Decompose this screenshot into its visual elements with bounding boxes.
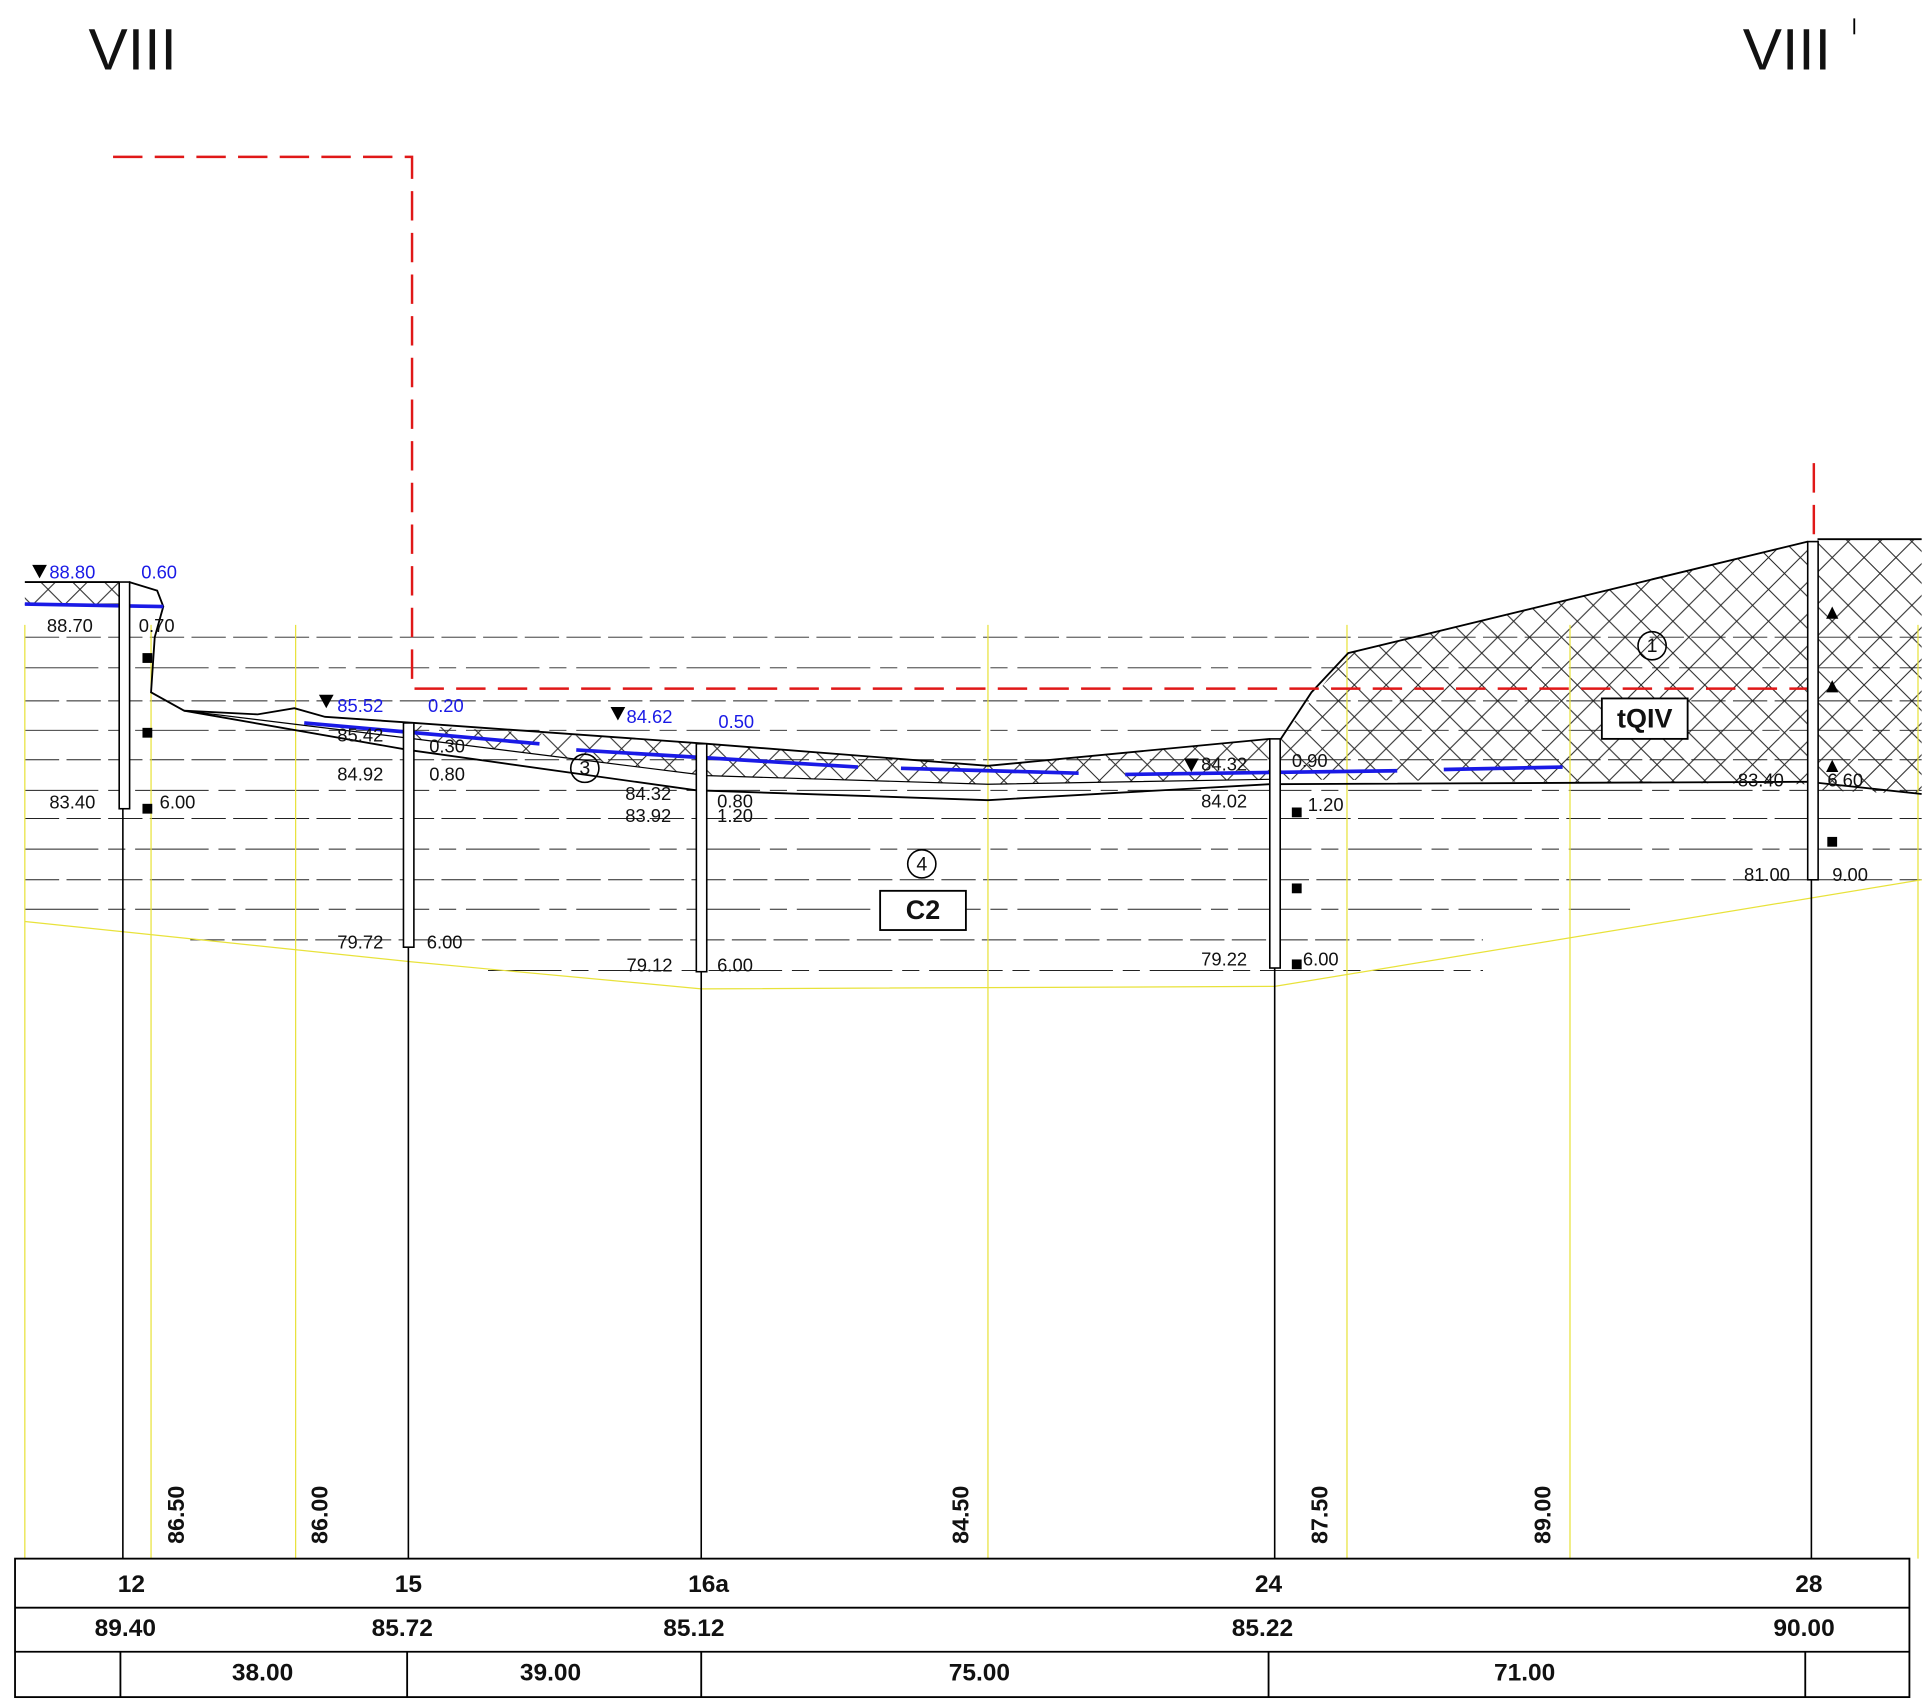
table-cell: 85.12 — [663, 1615, 724, 1642]
label: 6.00 — [1303, 949, 1339, 970]
label: 4 — [916, 853, 927, 875]
label: 84.32 — [1201, 754, 1247, 775]
sample-marker — [1291, 883, 1302, 894]
label: 84.92 — [337, 764, 383, 785]
sample-marker — [142, 803, 153, 814]
table-cell: 16a — [688, 1571, 729, 1598]
label: 3 — [579, 758, 590, 780]
borehole — [402, 722, 415, 948]
label: 83.40 — [49, 792, 95, 813]
label: 0.80 — [429, 764, 465, 785]
label: tQIV — [1617, 704, 1672, 734]
label: 85.42 — [337, 724, 383, 745]
water-table — [576, 748, 859, 769]
sample-marker — [1826, 759, 1839, 772]
label: 79.22 — [1201, 949, 1247, 970]
label: 83.40 — [1738, 770, 1784, 791]
label: 6.00 — [160, 792, 196, 813]
sample-marker — [1291, 807, 1302, 818]
water-marker — [32, 564, 47, 579]
borehole — [695, 742, 708, 973]
layer-box — [879, 889, 967, 931]
label: 79.12 — [626, 955, 672, 976]
table-cell: 90.00 — [1773, 1615, 1834, 1642]
ground-line — [1280, 540, 1808, 740]
label: 9.00 — [1832, 864, 1868, 885]
label: 84.62 — [626, 706, 672, 727]
ground-elevation: 89.00 — [1529, 1486, 1555, 1544]
ground-elevation: 84.50 — [947, 1486, 973, 1544]
base-line — [24, 879, 1922, 990]
label: 1.20 — [1308, 794, 1344, 815]
label: 85.52 — [337, 695, 383, 716]
borehole — [1268, 738, 1281, 969]
fill-layer — [24, 582, 120, 605]
layer-box — [1600, 697, 1689, 740]
fill-layer — [1280, 541, 1808, 785]
label: 0.30 — [429, 735, 465, 756]
label: 1 — [1647, 635, 1658, 657]
label: 6.00 — [717, 955, 753, 976]
label: 0.60 — [141, 561, 177, 582]
water-table — [304, 721, 540, 746]
table-cell: 15 — [395, 1571, 422, 1598]
ground-elevation: 86.50 — [163, 1486, 189, 1544]
table-cell: 28 — [1795, 1571, 1822, 1598]
sample-marker — [1827, 836, 1838, 847]
sample-marker — [142, 727, 153, 738]
table-cell: 24 — [1255, 1571, 1283, 1598]
table-frame — [14, 1557, 1911, 1699]
label: 0.90 — [1292, 750, 1328, 771]
layer-circle — [906, 848, 937, 879]
water-marker — [1184, 758, 1199, 772]
label: 84.02 — [1201, 790, 1247, 811]
label: 81.00 — [1744, 864, 1790, 885]
ground-line — [128, 581, 1270, 767]
label: 83.92 — [625, 805, 671, 826]
table-cell: 89.40 — [95, 1615, 156, 1642]
label: 1.20 — [717, 805, 753, 826]
water-table — [24, 602, 164, 609]
design-outline — [113, 155, 1814, 690]
table-cell: 75.00 — [949, 1659, 1010, 1686]
table-cell: 12 — [118, 1571, 145, 1598]
borehole — [1806, 540, 1819, 881]
table-cell: 85.72 — [372, 1615, 433, 1642]
water-table — [1125, 768, 1398, 777]
water-table — [1443, 765, 1563, 772]
sample-marker — [1291, 959, 1302, 970]
water-table — [900, 766, 1079, 776]
water-marker — [318, 694, 334, 709]
label: 0.50 — [718, 711, 754, 732]
sample-marker — [1826, 680, 1839, 693]
layer-circle — [569, 753, 600, 784]
sample-marker — [1826, 606, 1839, 619]
table-cell: 85.22 — [1232, 1615, 1293, 1642]
table-cell: 38.00 — [232, 1659, 293, 1686]
ground-elevation: 86.00 — [307, 1486, 333, 1544]
label: 0.70 — [139, 615, 175, 636]
layer-circle — [1637, 630, 1667, 661]
label: 0.80 — [717, 790, 753, 811]
label: 84.32 — [625, 783, 671, 804]
sample-marker — [142, 653, 153, 663]
ground-elevation: 87.50 — [1306, 1486, 1332, 1544]
water-marker — [610, 707, 626, 721]
fill-layer — [1817, 539, 1922, 795]
label: 88.80 — [49, 561, 95, 582]
label: 88.70 — [47, 615, 93, 636]
label: VIII — [89, 17, 177, 82]
label: C2 — [906, 895, 940, 925]
label: 79.72 — [337, 931, 383, 952]
table-cell: 39.00 — [520, 1659, 581, 1686]
label: VIII — [1743, 17, 1831, 82]
borehole — [118, 581, 131, 810]
label: 0.20 — [428, 695, 464, 716]
label: 6.00 — [427, 931, 463, 952]
label: 6.60 — [1827, 770, 1863, 791]
table-cell: 71.00 — [1494, 1659, 1555, 1686]
